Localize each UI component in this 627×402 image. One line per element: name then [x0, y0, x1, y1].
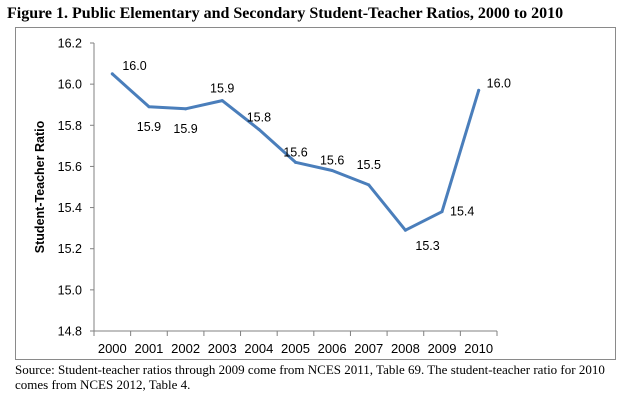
x-tick-label: 2005 [281, 341, 310, 356]
y-tick-label: 16.0 [58, 78, 82, 92]
x-tick-label: 2010 [464, 341, 493, 356]
data-label: 15.4 [450, 205, 474, 219]
data-label: 15.9 [137, 120, 161, 134]
series-student-teacher-ratio [110, 72, 481, 232]
figure-title: Figure 1. Public Elementary and Secondar… [7, 5, 564, 22]
data-label: 15.5 [357, 158, 381, 172]
x-tick-label: 2008 [391, 341, 420, 356]
x-tick-label: 2003 [208, 341, 237, 356]
y-tick-label: 16.2 [58, 37, 82, 51]
x-tick-label: 2004 [244, 341, 273, 356]
data-point [477, 88, 481, 92]
chart-frame [15, 27, 616, 360]
data-label: 15.6 [320, 154, 344, 168]
data-label: 15.8 [247, 110, 271, 124]
data-label: 16.0 [487, 76, 511, 90]
x-tick-label: 2007 [354, 341, 383, 356]
source-note: Source: Student-teacher ratios through 2… [15, 362, 605, 392]
data-point [220, 99, 224, 103]
data-point [110, 72, 114, 76]
y-tick-label: 15.2 [58, 242, 82, 256]
data-label: 15.3 [415, 239, 439, 253]
x-tick-label: 2002 [171, 341, 200, 356]
data-point [257, 127, 261, 131]
x-tick-label: 2006 [318, 341, 347, 356]
data-point [147, 105, 151, 109]
y-tick-label: 15.0 [58, 283, 82, 297]
y-tick-label: 15.4 [58, 201, 82, 215]
y-tick-label: 15.8 [58, 119, 82, 133]
y-axis: 14.8 15.0 15.2 15.4 15.6 15.8 16.0 16.2 [58, 37, 95, 339]
data-labels: 16.0 15.9 15.9 15.9 15.8 15.6 15.6 15.5 15.3 15.4… [122, 59, 511, 253]
data-label: 16.0 [122, 59, 146, 73]
data-point [440, 210, 444, 214]
data-point [330, 169, 334, 173]
y-tick-label: 15.6 [58, 160, 82, 174]
y-tick-label: 14.8 [58, 325, 82, 339]
y-axis-title: Student-Teacher Ratio [33, 120, 47, 253]
x-axis: 2000 2001 2002 2003 2004 2005 2006 2007 2008 2009… [93, 330, 498, 356]
data-label: 15.9 [173, 122, 197, 136]
x-tick-label: 2001 [134, 341, 163, 356]
data-point [367, 183, 371, 187]
data-point [403, 228, 407, 232]
data-label: 15.9 [210, 82, 234, 96]
data-point [294, 160, 297, 164]
data-label: 15.6 [283, 145, 307, 159]
x-tick-label: 2000 [98, 341, 127, 356]
x-tick-label: 2009 [428, 341, 457, 356]
data-point [184, 107, 188, 111]
